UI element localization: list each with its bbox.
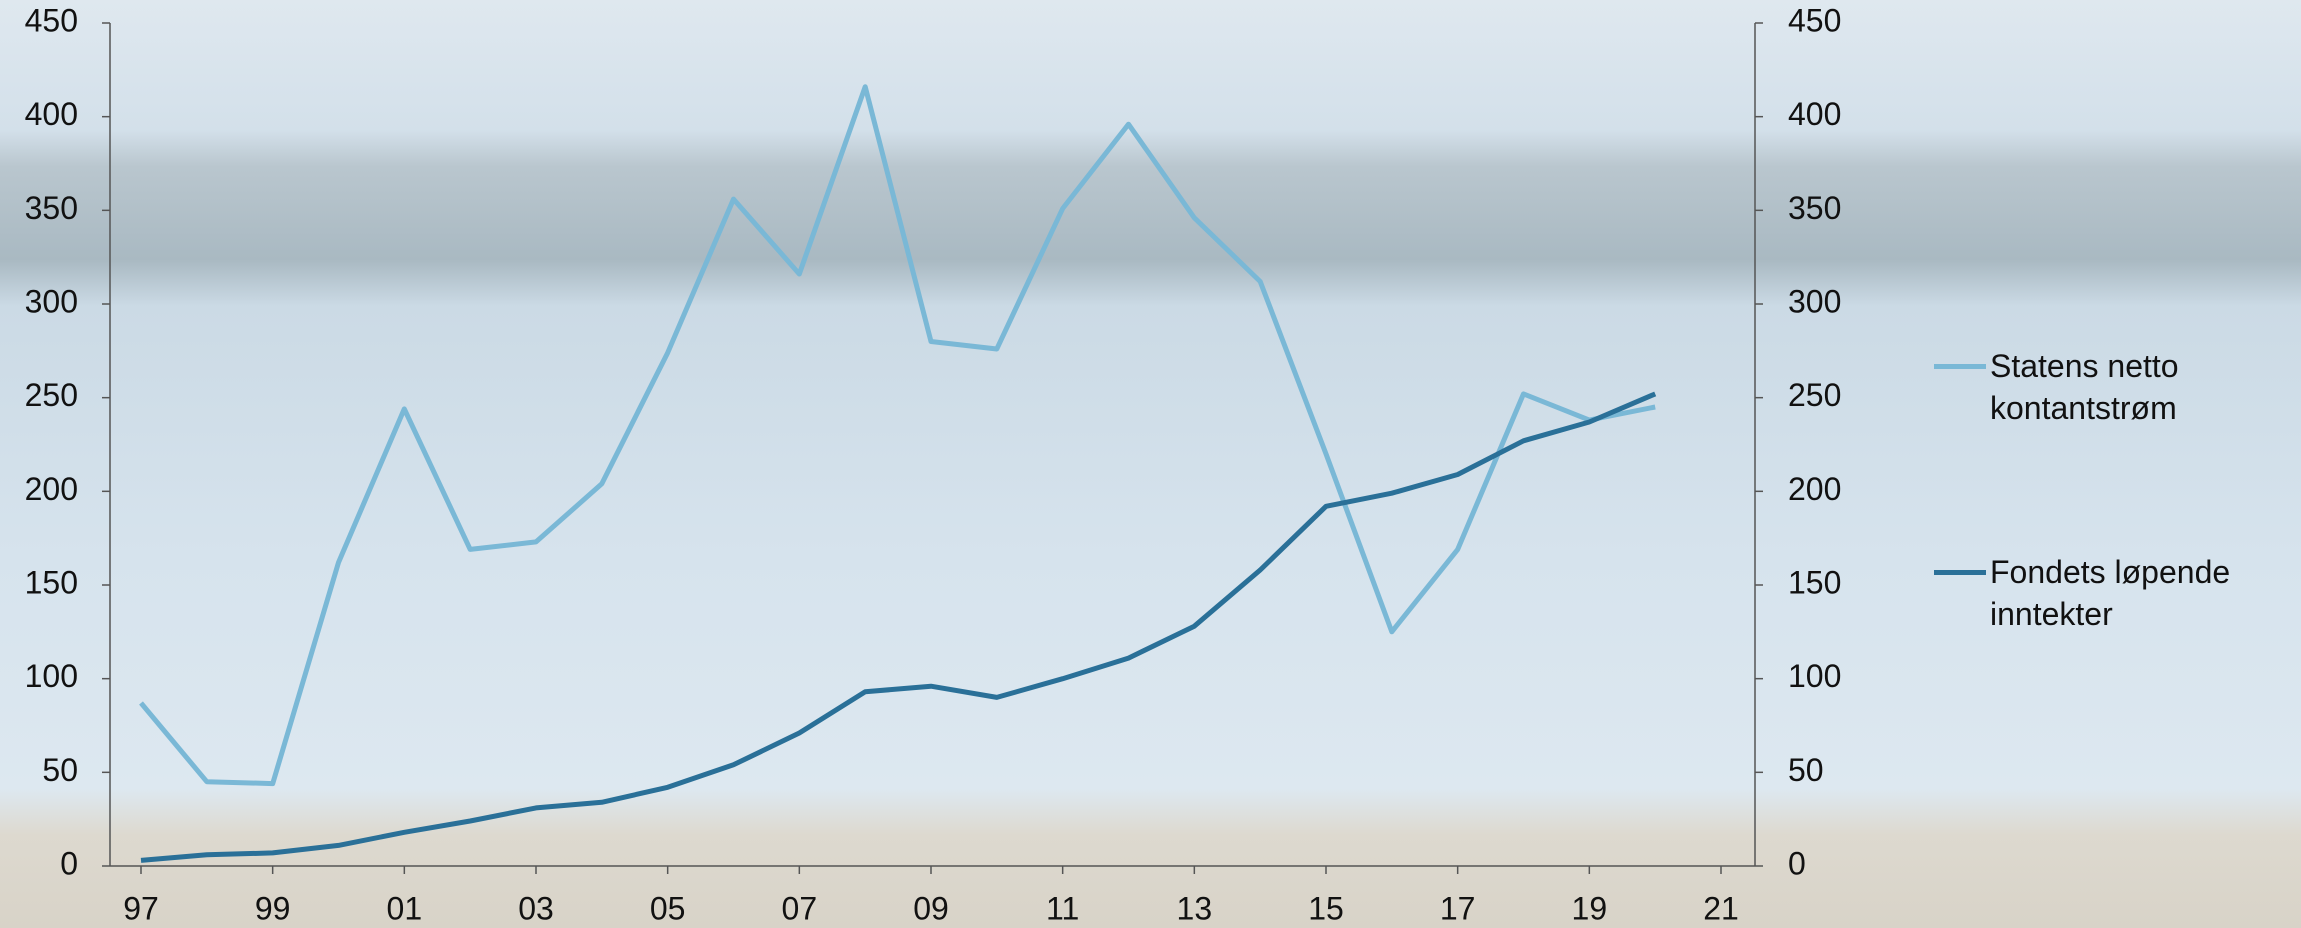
y2-tick-label: 50 [1788, 752, 1824, 788]
y-tick-label: 250 [25, 377, 78, 413]
legend-item: Fondets løpende inntekter [1934, 551, 2294, 635]
y2-tick-label: 350 [1788, 190, 1841, 226]
y-tick-label: 450 [25, 2, 78, 38]
y-tick-label: 350 [25, 190, 78, 226]
y2-tick-label: 150 [1788, 564, 1841, 600]
legend-swatch [1934, 364, 1986, 369]
y-tick-label: 150 [25, 564, 78, 600]
series-line [139, 84, 1656, 787]
x-tick-label: 01 [387, 890, 423, 926]
x-tick-label: 17 [1440, 890, 1476, 926]
y-tick-label: 50 [42, 752, 78, 788]
y2-tick-label: 450 [1788, 2, 1841, 38]
series-line [140, 391, 1657, 863]
x-tick-label: 03 [518, 890, 554, 926]
y2-tick-label: 0 [1788, 845, 1806, 881]
x-tick-label: 19 [1572, 890, 1608, 926]
legend-swatch [1934, 570, 1986, 575]
y-tick-label: 200 [25, 471, 78, 507]
y2-tick-label: 250 [1788, 377, 1841, 413]
x-tick-label: 15 [1308, 890, 1344, 926]
x-tick-label: 21 [1703, 890, 1739, 926]
y2-tick-label: 200 [1788, 471, 1841, 507]
x-tick-label: 97 [123, 890, 159, 926]
y-tick-label: 400 [25, 96, 78, 132]
y-tick-label: 0 [60, 845, 78, 881]
x-tick-label: 09 [913, 890, 949, 926]
legend-item: Statens netto kontantstrøm [1934, 345, 2294, 429]
y-tick-label: 100 [25, 658, 78, 694]
y-tick-label: 300 [25, 283, 78, 319]
y2-tick-label: 100 [1788, 658, 1841, 694]
legend-label: Statens netto kontantstrøm [1990, 348, 2179, 426]
x-tick-label: 11 [1046, 890, 1079, 926]
x-tick-label: 05 [650, 890, 686, 926]
legend-label: Fondets løpende inntekter [1990, 554, 2231, 632]
x-tick-label: 07 [782, 890, 818, 926]
x-tick-label: 13 [1177, 890, 1213, 926]
y2-tick-label: 400 [1788, 96, 1841, 132]
x-tick-label: 99 [255, 890, 291, 926]
y2-tick-label: 300 [1788, 283, 1841, 319]
